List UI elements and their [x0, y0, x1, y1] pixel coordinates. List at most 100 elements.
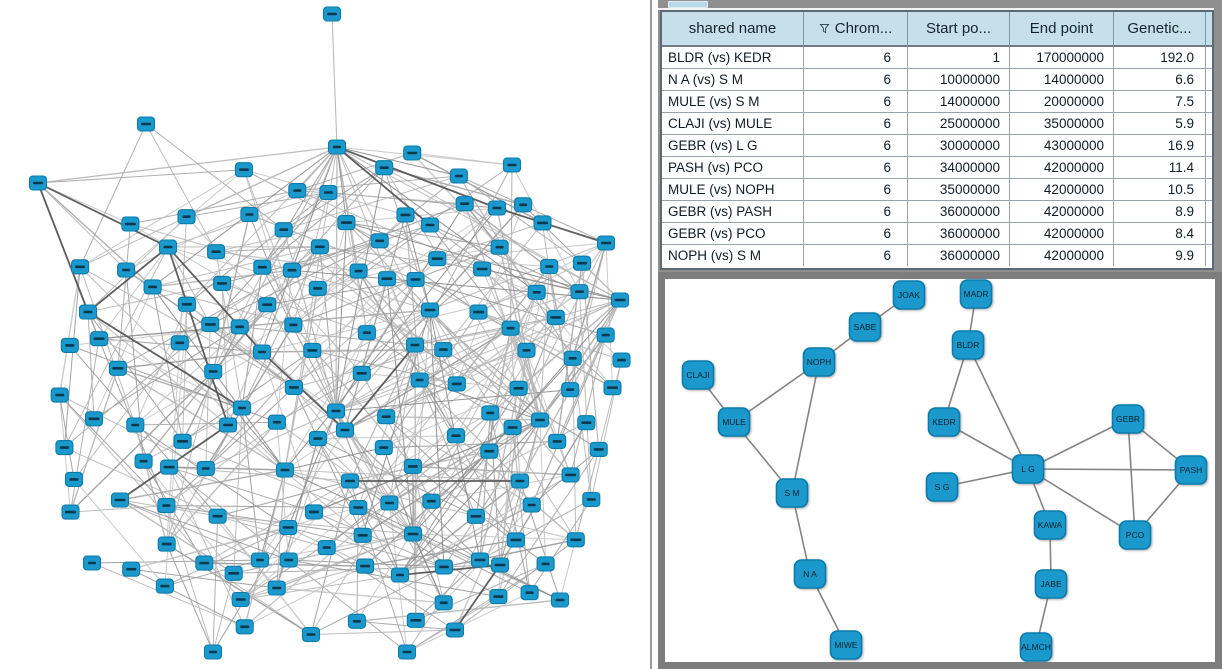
- network-node[interactable]: [548, 433, 567, 449]
- node-shape[interactable]: [892, 280, 926, 310]
- cell-end-point[interactable]: 170000000: [1010, 47, 1114, 69]
- node-shape[interactable]: [829, 630, 863, 660]
- network-edge[interactable]: [412, 152, 513, 166]
- cell-genetic[interactable]: 11.4: [1114, 157, 1206, 179]
- network-edge[interactable]: [276, 270, 293, 423]
- network-node[interactable]: [434, 559, 453, 575]
- node-shape[interactable]: [775, 478, 809, 508]
- network-node[interactable]: [349, 499, 368, 516]
- node-shape[interactable]: [802, 347, 836, 377]
- network-node[interactable]: [122, 561, 141, 577]
- network-edge[interactable]: [63, 246, 169, 448]
- cell-start-po[interactable]: 10000000: [908, 69, 1010, 91]
- network-edge[interactable]: [385, 416, 517, 541]
- network-node[interactable]: [403, 526, 423, 542]
- network-node[interactable]: [136, 116, 156, 132]
- network-edge[interactable]: [429, 309, 577, 541]
- network-edge[interactable]: [419, 379, 541, 421]
- network-node[interactable]: [490, 239, 509, 255]
- network-node[interactable]: [455, 196, 474, 212]
- edge-l-g-pash[interactable]: [1027, 468, 1192, 471]
- column-header-chrom[interactable]: Chrom...: [804, 12, 908, 47]
- network-node[interactable]: [252, 344, 272, 360]
- network-edge[interactable]: [310, 502, 390, 635]
- network-node[interactable]: [235, 619, 254, 635]
- network-node[interactable]: [201, 316, 220, 332]
- network-edge[interactable]: [415, 279, 606, 336]
- network-edge[interactable]: [310, 480, 351, 635]
- cell-start-po[interactable]: 34000000: [908, 157, 1010, 179]
- network-edge[interactable]: [335, 410, 445, 568]
- network-edge[interactable]: [317, 438, 477, 517]
- network-node[interactable]: [589, 441, 608, 457]
- network-edge[interactable]: [93, 286, 154, 420]
- network-node[interactable]: [158, 239, 178, 255]
- network-edge[interactable]: [437, 222, 543, 260]
- network-edge[interactable]: [37, 169, 244, 184]
- network-node[interactable]: [204, 363, 223, 380]
- node-joak[interactable]: JOAK: [892, 280, 926, 310]
- network-edge[interactable]: [210, 240, 380, 325]
- network-node[interactable]: [71, 259, 90, 275]
- cell-end-point[interactable]: 20000000: [1010, 91, 1114, 113]
- network-edge[interactable]: [361, 268, 483, 374]
- network-node[interactable]: [469, 304, 488, 320]
- node-s-m[interactable]: S M: [775, 478, 809, 508]
- network-edge[interactable]: [217, 515, 312, 635]
- vertical-splitter[interactable]: [650, 0, 660, 669]
- network-node[interactable]: [473, 261, 492, 277]
- network-edge[interactable]: [276, 587, 444, 604]
- network-node[interactable]: [428, 251, 447, 267]
- network-edge[interactable]: [386, 278, 457, 436]
- network-edge[interactable]: [261, 266, 337, 412]
- cell-shared-name[interactable]: NOPH (vs) S M: [662, 245, 804, 266]
- network-edge[interactable]: [239, 309, 431, 328]
- table-row[interactable]: NOPH (vs) S M 6 36000000 42000000 9.9: [662, 245, 1212, 266]
- node-shape[interactable]: [848, 312, 882, 342]
- network-edge[interactable]: [135, 351, 263, 426]
- network-node[interactable]: [282, 262, 302, 278]
- table-row[interactable]: PASH (vs) PCO 6 34000000 42000000 11.4: [662, 157, 1212, 179]
- network-edge[interactable]: [167, 246, 263, 353]
- network-node[interactable]: [322, 6, 342, 22]
- table-row[interactable]: GEBR (vs) PASH 6 36000000 42000000 8.9: [662, 201, 1212, 223]
- network-node[interactable]: [308, 280, 327, 296]
- network-edge[interactable]: [70, 371, 214, 513]
- table-row[interactable]: GEBR (vs) PCO 6 36000000 42000000 8.4: [662, 223, 1212, 245]
- node-shape[interactable]: [681, 360, 715, 390]
- network-node[interactable]: [514, 197, 533, 213]
- network-node[interactable]: [501, 320, 520, 336]
- network-edge[interactable]: [119, 499, 289, 528]
- network-edge[interactable]: [79, 266, 136, 426]
- network-edge[interactable]: [59, 395, 75, 480]
- node-gebr[interactable]: GEBR: [1111, 404, 1145, 434]
- node-pash[interactable]: PASH: [1174, 455, 1208, 485]
- network-edge[interactable]: [87, 282, 223, 313]
- network-edge[interactable]: [179, 342, 286, 471]
- network-node[interactable]: [157, 498, 176, 514]
- cell-genetic[interactable]: 10.5: [1114, 179, 1206, 201]
- network-edge[interactable]: [243, 169, 294, 326]
- network-node[interactable]: [577, 415, 596, 431]
- cell-chrom[interactable]: 6: [804, 135, 908, 157]
- network-edge[interactable]: [443, 349, 599, 450]
- network-edge[interactable]: [317, 435, 457, 440]
- network-node[interactable]: [510, 473, 530, 489]
- network-node[interactable]: [596, 327, 615, 343]
- cell-genetic[interactable]: 5.9: [1114, 113, 1206, 135]
- network-edge[interactable]: [37, 182, 127, 271]
- network-edge[interactable]: [284, 447, 384, 471]
- edge-gebr-pco[interactable]: [1127, 418, 1136, 536]
- network-edge[interactable]: [412, 349, 527, 467]
- network-edge[interactable]: [313, 511, 445, 568]
- network-edge[interactable]: [181, 326, 241, 442]
- network-edge[interactable]: [152, 246, 321, 288]
- node-almch[interactable]: ALMCH: [1019, 632, 1053, 662]
- network-edge[interactable]: [276, 422, 290, 561]
- network-node[interactable]: [610, 292, 630, 308]
- network-edge[interactable]: [261, 309, 431, 353]
- network-edge[interactable]: [276, 344, 416, 423]
- network-node[interactable]: [377, 409, 396, 425]
- network-node[interactable]: [143, 279, 162, 295]
- network-edge[interactable]: [443, 539, 576, 568]
